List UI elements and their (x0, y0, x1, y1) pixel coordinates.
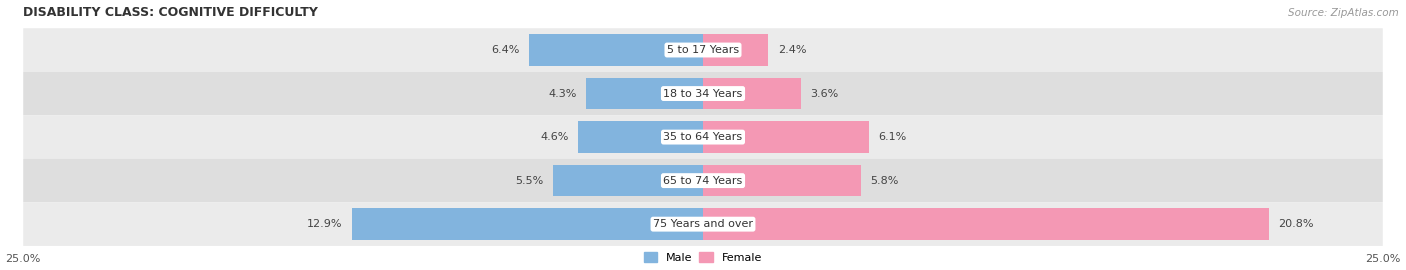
Text: 6.4%: 6.4% (491, 45, 519, 55)
Text: 5 to 17 Years: 5 to 17 Years (666, 45, 740, 55)
FancyBboxPatch shape (24, 115, 1382, 159)
Bar (703, 34, 768, 66)
Text: 5.8%: 5.8% (870, 176, 898, 185)
Text: 5.5%: 5.5% (516, 176, 544, 185)
Text: 75 Years and over: 75 Years and over (652, 219, 754, 229)
Text: 18 to 34 Years: 18 to 34 Years (664, 89, 742, 99)
Text: 4.6%: 4.6% (540, 132, 568, 142)
Text: 12.9%: 12.9% (308, 219, 343, 229)
Text: Source: ZipAtlas.com: Source: ZipAtlas.com (1288, 8, 1399, 18)
Bar (353, 208, 703, 240)
Bar (578, 122, 703, 153)
Bar (586, 78, 703, 109)
Bar (529, 34, 703, 66)
Text: 4.3%: 4.3% (548, 89, 576, 99)
Text: 35 to 64 Years: 35 to 64 Years (664, 132, 742, 142)
FancyBboxPatch shape (24, 72, 1382, 115)
Legend: Male, Female: Male, Female (644, 252, 762, 263)
Text: 6.1%: 6.1% (879, 132, 907, 142)
Text: 3.6%: 3.6% (810, 89, 838, 99)
Bar (703, 165, 860, 196)
Text: 65 to 74 Years: 65 to 74 Years (664, 176, 742, 185)
FancyBboxPatch shape (24, 159, 1382, 202)
Bar (703, 78, 801, 109)
FancyBboxPatch shape (24, 28, 1382, 72)
Bar (703, 208, 1268, 240)
Text: DISABILITY CLASS: COGNITIVE DIFFICULTY: DISABILITY CLASS: COGNITIVE DIFFICULTY (24, 6, 318, 19)
Bar (703, 122, 869, 153)
Text: 2.4%: 2.4% (778, 45, 806, 55)
Text: 20.8%: 20.8% (1278, 219, 1313, 229)
FancyBboxPatch shape (24, 202, 1382, 246)
Bar (554, 165, 703, 196)
